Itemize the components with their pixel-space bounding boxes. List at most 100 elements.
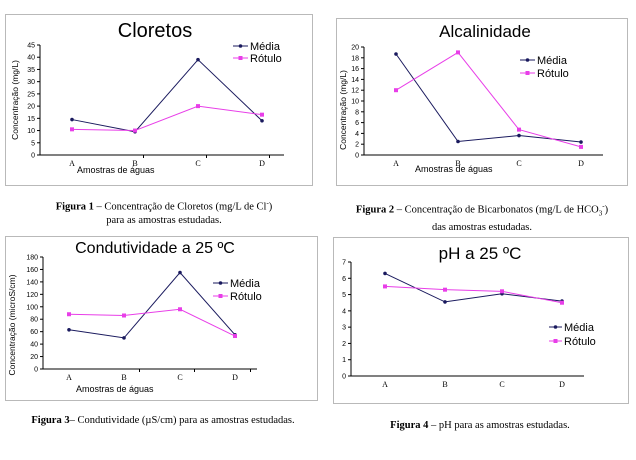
data-point-rotulo — [517, 127, 521, 132]
caption-label: Figura 3 — [31, 415, 70, 426]
x-tick-label: C — [177, 373, 182, 382]
y-tick-label: 45 — [27, 43, 35, 50]
caption-text: – Condutividade (µS/cm) para as amostras… — [69, 415, 295, 426]
x-axis-label: Amostras de águas — [76, 384, 154, 394]
chart-title-condutividade: Condutividade a 25 ºC — [75, 240, 235, 257]
y-tick-label: 160 — [26, 267, 38, 274]
caption-sup: - — [266, 199, 269, 207]
series-line-media — [71, 58, 263, 133]
data-point-media — [67, 328, 71, 332]
y-tick-label: 30 — [27, 79, 35, 86]
y-tick-label: 0 — [342, 374, 346, 381]
y-tick-label: 2 — [342, 341, 346, 348]
x-tick-label: B — [455, 159, 460, 168]
y-tick-label: 5 — [31, 140, 35, 147]
legend-marker — [218, 294, 223, 298]
data-point-rotulo — [394, 88, 398, 93]
legend-marker — [238, 56, 243, 60]
y-tick-label: 20 — [27, 104, 35, 111]
series-line-rotulo — [384, 285, 563, 304]
x-tick-label: C — [516, 159, 521, 168]
x-tick-label: B — [132, 159, 137, 168]
x-tick-label: C — [499, 380, 504, 389]
chart-panel-alcalinidade — [336, 18, 628, 186]
legend-marker — [525, 58, 530, 62]
x-tick-label: A — [66, 373, 72, 382]
legend-label: Rótulo — [250, 53, 282, 65]
y-axis-label: Concentração (mg/L) — [10, 60, 20, 140]
x-axis-label: Amostras de águas — [415, 164, 493, 174]
chart-title-ph: pH a 25 ºC — [438, 244, 522, 263]
y-tick-label: 3 — [342, 325, 346, 332]
x-tick-label: A — [382, 380, 388, 389]
y-tick-label: 20 — [30, 354, 38, 361]
data-point-rotulo — [196, 104, 200, 109]
x-tick-label: A — [393, 159, 399, 168]
y-tick-label: 40 — [30, 342, 38, 349]
x-tick-label: D — [232, 373, 238, 382]
data-point-rotulo — [233, 334, 237, 339]
chart-title-alcalinidade: Alcalinidade — [439, 22, 531, 41]
legend-label: Rótulo — [230, 291, 262, 303]
y-tick-label: 16 — [351, 66, 359, 73]
x-tick-label: D — [578, 159, 584, 168]
caption-figura-2: Figura 2 – Concentração de Bicarbonatos … — [334, 200, 630, 234]
legend-marker — [553, 325, 558, 329]
x-tick-label: C — [195, 159, 200, 168]
caption-label: Figura 4 — [390, 420, 429, 431]
caption-text: – Concentração de Cloretos (mg/L de Cl — [93, 201, 267, 213]
series-line-media — [68, 271, 236, 339]
data-point-rotulo — [443, 287, 447, 292]
data-point-media — [196, 57, 200, 62]
chart-panel-condutividade — [5, 236, 318, 401]
data-point-media — [122, 336, 126, 340]
series-line-media — [395, 53, 582, 143]
caption-text-line2: das amostras estudadas. — [431, 221, 533, 233]
data-point-media — [394, 52, 398, 56]
chart-title-cloretos: Cloretos — [117, 20, 193, 42]
data-point-media — [70, 117, 74, 122]
y-axis-label: Concentração (mg/L) — [338, 70, 348, 150]
y-tick-label: 6 — [355, 120, 359, 127]
x-tick-label: B — [442, 380, 447, 389]
legend-label: Média — [230, 278, 261, 290]
legend-marker — [553, 339, 558, 343]
y-tick-label: 40 — [27, 55, 35, 62]
y-tick-label: 120 — [26, 292, 38, 299]
legend-label: Rótulo — [537, 68, 569, 80]
caption-text-end: ) — [604, 204, 609, 216]
y-tick-label: 35 — [27, 67, 35, 74]
y-tick-label: 18 — [351, 55, 359, 62]
caption-text: – Concentração de Bicarbonatos (mg/L de … — [394, 204, 599, 216]
data-point-rotulo — [260, 112, 264, 117]
caption-text-line2: para as amostras estudadas. — [106, 214, 222, 226]
caption-text: – pH para as amostras estudadas. — [428, 420, 570, 431]
x-tick-label: A — [69, 159, 75, 168]
data-point-rotulo — [67, 312, 71, 317]
data-point-rotulo — [560, 300, 564, 305]
x-axis-label: Amostras de águas — [77, 165, 155, 175]
series-line-rotulo — [68, 308, 236, 337]
y-tick-label: 15 — [27, 116, 35, 123]
data-point-media — [178, 270, 182, 275]
caption-figura-3: Figura 3– Condutividade (µS/cm) para as … — [8, 414, 318, 427]
data-point-rotulo — [122, 313, 126, 318]
y-tick-label: 80 — [30, 317, 38, 324]
y-tick-label: 1 — [342, 357, 346, 364]
legend-marker — [525, 71, 530, 75]
caption-sub: 3 — [598, 209, 603, 218]
y-tick-label: 7 — [342, 260, 346, 267]
series-line-rotulo — [395, 51, 582, 148]
data-point-rotulo — [456, 50, 460, 55]
data-point-rotulo — [579, 144, 583, 149]
data-point-media — [443, 300, 447, 304]
y-tick-label: 60 — [30, 329, 38, 336]
x-tick-label: D — [259, 159, 265, 168]
y-tick-label: 2 — [355, 142, 359, 149]
y-tick-label: 5 — [342, 292, 346, 299]
y-tick-label: 25 — [27, 91, 35, 98]
y-tick-label: 20 — [351, 45, 359, 52]
y-tick-label: 4 — [355, 131, 359, 138]
data-point-rotulo — [178, 307, 182, 312]
